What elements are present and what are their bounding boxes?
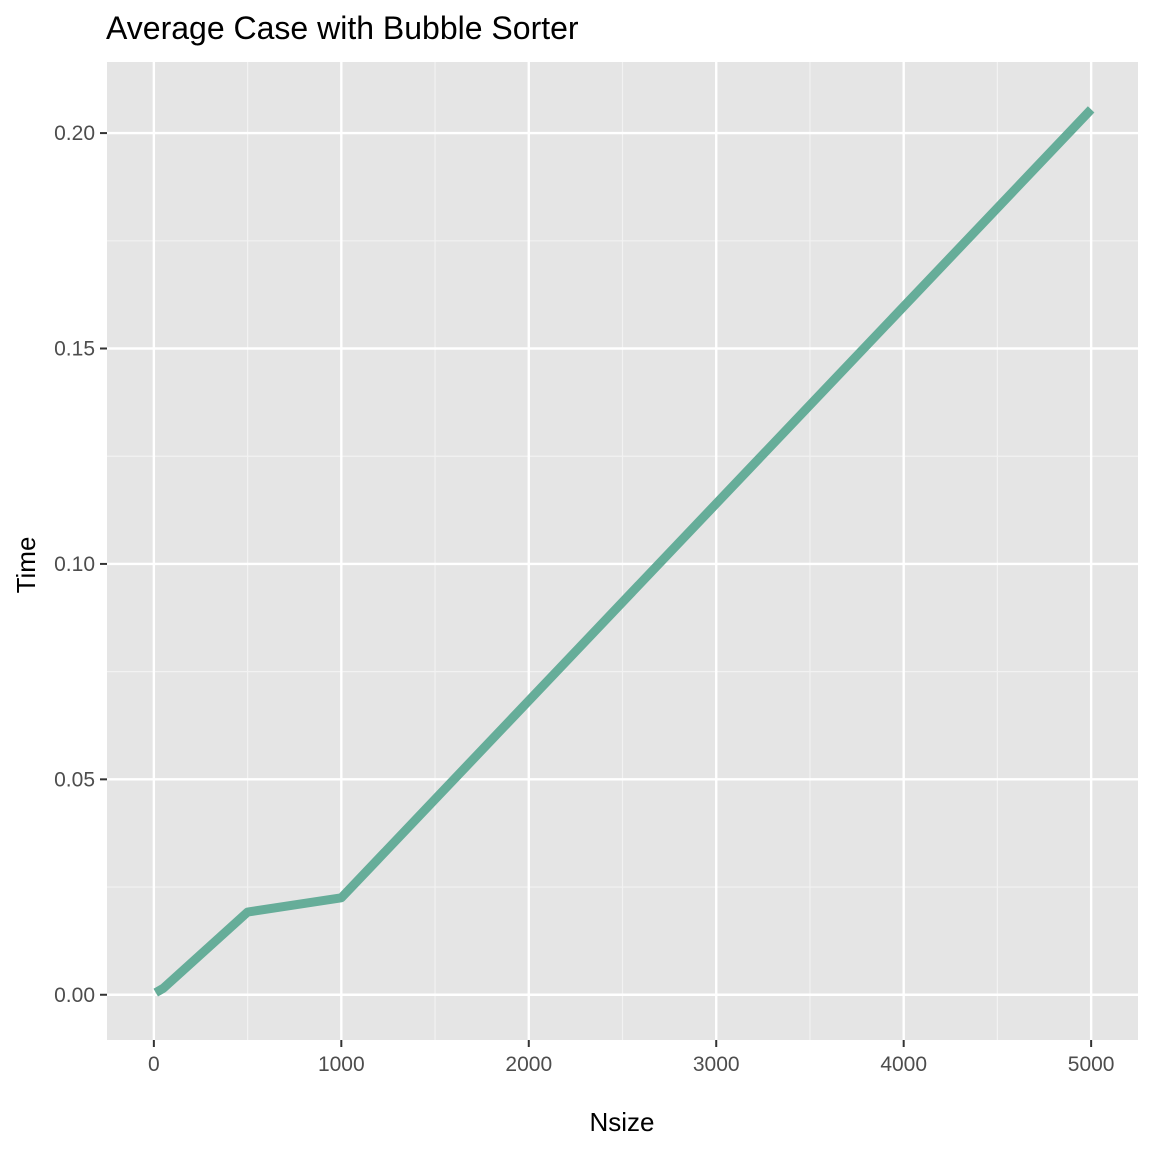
minor-gridlines <box>107 62 1138 1040</box>
series-line <box>153 106 1095 997</box>
x-axis: 0 1000 2000 3000 4000 5000 <box>148 1040 1114 1076</box>
y-axis: 0.00 0.05 0.10 0.15 0.20 <box>54 122 107 1007</box>
series-layer <box>153 106 1095 997</box>
y-axis-title: Time <box>11 537 41 594</box>
x-tick-label: 2000 <box>505 1053 552 1076</box>
x-axis-title: Nsize <box>589 1107 654 1137</box>
y-tick-label: 0.20 <box>54 122 95 145</box>
chart-title: Average Case with Bubble Sorter <box>106 10 579 46</box>
x-tick-label: 0 <box>148 1053 160 1076</box>
x-tick-label: 4000 <box>880 1053 927 1076</box>
x-tick-label: 5000 <box>1068 1053 1115 1076</box>
x-tick-label: 3000 <box>693 1053 740 1076</box>
y-tick-label: 0.05 <box>54 768 95 791</box>
y-tick-label: 0.00 <box>54 984 95 1007</box>
major-gridlines <box>107 62 1138 1040</box>
y-tick-label: 0.15 <box>54 338 95 361</box>
x-tick-label: 1000 <box>318 1053 365 1076</box>
y-tick-label: 0.10 <box>54 553 95 576</box>
